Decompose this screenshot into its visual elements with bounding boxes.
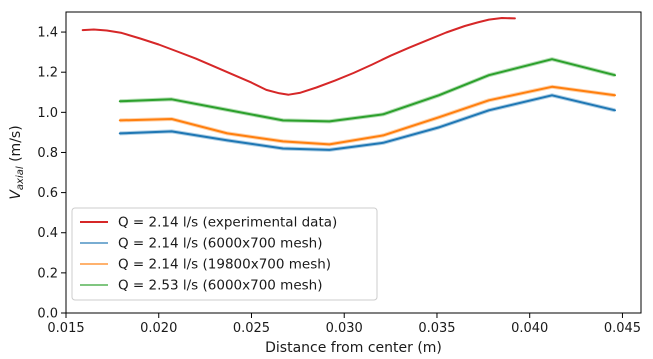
legend: Q = 2.14 l/s (experimental data) Q = 2.14… <box>71 207 378 301</box>
x-tick-label: 0.045 <box>604 321 641 336</box>
series-line <box>118 58 616 123</box>
y-axis-label-main: V <box>8 189 24 200</box>
legend-box <box>71 207 378 301</box>
x-tick-label: 0.020 <box>140 321 177 336</box>
y-tick-label: 0.2 <box>37 266 58 281</box>
x-tick-label: 0.030 <box>326 321 363 336</box>
y-tick-label: 1.2 <box>37 66 58 81</box>
legend-entry: Q = 2.14 l/s (experimental data) <box>118 215 337 231</box>
legend-entry: Q = 2.14 l/s (6000x700 mesh) <box>118 236 322 252</box>
x-tick-label: 0.025 <box>233 321 270 336</box>
y-axis-label-unit: (m/s) <box>8 125 24 166</box>
x-axis-label: Distance from center (m) <box>265 340 442 356</box>
y-tick-label: 0.6 <box>37 186 58 201</box>
x-tick-label: 0.035 <box>418 321 455 336</box>
series-line <box>81 17 516 96</box>
series-line <box>118 85 616 146</box>
y-tick-label: 1.0 <box>37 106 58 121</box>
y-tick-label: 1.4 <box>37 26 58 41</box>
y-tick-label: 0.4 <box>37 226 58 241</box>
legend-entry: Q = 2.14 l/s (19800x700 mesh) <box>118 257 331 273</box>
y-axis-label: Vaxial (m/s) <box>8 125 26 199</box>
plot-area-frame <box>65 11 642 314</box>
y-tick-label: 0.8 <box>37 146 58 161</box>
x-tick-label: 0.015 <box>47 321 84 336</box>
y-tick-label: 0.0 <box>37 307 58 322</box>
x-tick-label: 0.040 <box>511 321 548 336</box>
y-axis-label-subscript: axial <box>15 166 26 190</box>
legend-entry: Q = 2.53 l/s (6000x700 mesh) <box>118 278 322 294</box>
y-axis-ticks: 0.0 0.2 0.4 0.6 0.8 1.0 1.2 1.4 <box>37 26 66 322</box>
series-line <box>118 94 616 151</box>
x-axis-ticks: 0.015 0.020 0.025 0.030 0.035 0.040 0.045 <box>47 313 641 336</box>
series-layer <box>81 17 616 152</box>
